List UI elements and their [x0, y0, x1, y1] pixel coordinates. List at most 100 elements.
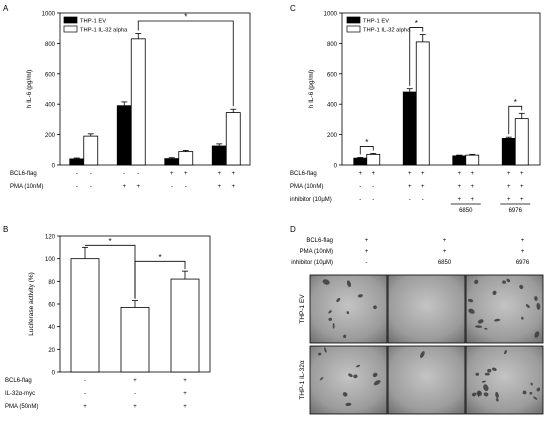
y-tick-label: 0 [52, 371, 56, 377]
condition-sign: + [133, 378, 137, 384]
y-tick-label: 600 [45, 72, 56, 78]
cell-blob [525, 304, 530, 308]
condition-sign: - [409, 197, 411, 203]
y-tick-label: 40 [48, 325, 55, 331]
condition-label: PMA (10nM) [300, 249, 333, 255]
cell-blob [373, 380, 381, 386]
condition-sign: + [371, 171, 375, 177]
condition-sign: + [217, 184, 221, 190]
condition-sign: - [123, 171, 125, 177]
y-tick-label: 0 [334, 164, 338, 170]
cell-blob [519, 284, 524, 290]
condition-sign: 6976 [516, 260, 530, 266]
cell-blob [356, 364, 361, 368]
cell-blob [534, 331, 540, 338]
row-label: THP-1 EV [299, 294, 306, 324]
cell-blob [336, 297, 341, 303]
bar-thp-1-ev [353, 157, 368, 166]
y-tick-label: 400 [327, 103, 338, 109]
condition-sign: - [90, 184, 92, 190]
legend-swatch [63, 25, 78, 33]
condition-label: BCL6-flag [5, 378, 32, 384]
significance-star: * [108, 237, 111, 246]
cell-blob [346, 280, 351, 288]
condition-sign: + [470, 197, 474, 203]
cell-blob [492, 290, 497, 296]
bar-thp-1-ev [402, 91, 417, 166]
cell-blob [495, 391, 499, 399]
legend-label: THP-1 EV [80, 19, 106, 25]
legend-swatch [346, 16, 361, 24]
condition-sign: - [137, 171, 139, 177]
cell-blob [504, 350, 507, 355]
condition-sign: + [520, 171, 524, 177]
significance-star: * [514, 98, 517, 107]
bar-thp-1-il-32-alpha [514, 118, 529, 166]
condition-sign: 6850 [438, 260, 452, 266]
cell-blob [529, 391, 533, 395]
cell-blob [475, 325, 483, 328]
cell-blob [483, 384, 489, 392]
condition-label: inhibitor (10μM) [291, 260, 333, 266]
condition-label: PMA (10nM) [290, 184, 323, 190]
panel-c-letter: C [290, 4, 296, 13]
panel-a-chart: 0 200 400 600 800 1000 h IL-6 (pg/ml) * THP-1 EV… [10, 12, 251, 190]
significance-star: * [415, 19, 418, 28]
cell-blob [322, 279, 330, 285]
bar [170, 278, 200, 373]
plot-frame [341, 12, 541, 166]
condition-sign: + [183, 378, 187, 384]
bar-thp-1-il-32-alpha [465, 154, 480, 166]
condition-sign: + [520, 184, 524, 190]
condition-sign: + [443, 238, 447, 244]
bar-thp-1-ev [501, 137, 516, 166]
condition-label: BCL6-flag [306, 238, 333, 244]
significance-star: * [184, 13, 187, 22]
condition-sign: - [84, 378, 86, 384]
cell-blob [495, 398, 499, 402]
cell-blob [530, 382, 533, 386]
condition-sign: - [76, 171, 78, 177]
cell-blob [328, 317, 333, 321]
cell-blob [506, 278, 511, 283]
cell-blob [467, 298, 474, 303]
y-axis-label: h IL-6 (pg/ml) [26, 70, 33, 109]
panel-b-letter: B [3, 225, 8, 234]
condition-label: IL-32α-myc [5, 391, 35, 397]
cell-blob [533, 396, 538, 400]
condition-sign: + [470, 171, 474, 177]
cell-blob [494, 318, 501, 322]
condition-sign: - [90, 171, 92, 177]
panel-d-micrographs: BCL6-flag + + + PMA (10nM) + + + inhibitor (10μM… [291, 238, 544, 415]
condition-sign: - [366, 260, 368, 266]
legend-label: THP-1 IL-32 alpha [80, 28, 128, 34]
plot-frame [59, 12, 251, 166]
condition-sign: + [231, 171, 235, 177]
condition-sign: - [84, 391, 86, 397]
significance-bracket [137, 20, 234, 107]
bar-thp-1-il-32-alpha [225, 112, 241, 166]
bar-thp-1-ev [452, 155, 467, 166]
cell-blob [420, 351, 425, 358]
bar [120, 306, 150, 373]
y-tick-label: 800 [327, 42, 338, 48]
cell-blob [484, 372, 490, 376]
cell-blob [522, 390, 527, 395]
group-label: 6976 [509, 208, 523, 214]
cell-blob [372, 372, 378, 378]
condition-label: BCL6-flag [10, 171, 37, 177]
cell-blob [332, 322, 335, 329]
condition-sign: + [122, 184, 126, 190]
y-tick-label: 1000 [324, 12, 338, 18]
y-tick-label: 0 [52, 164, 56, 170]
condition-sign: + [133, 404, 137, 410]
significance-star: * [158, 253, 161, 262]
y-tick-label: 80 [48, 280, 55, 286]
legend-label: THP-1 EV [363, 19, 389, 25]
cell-blob [481, 380, 486, 383]
y-axis-label: Luciferase activity (%) [28, 272, 35, 336]
condition-sign: - [372, 197, 374, 203]
cell-blob [476, 390, 482, 397]
condition-label: PMA (50nM) [5, 404, 38, 410]
